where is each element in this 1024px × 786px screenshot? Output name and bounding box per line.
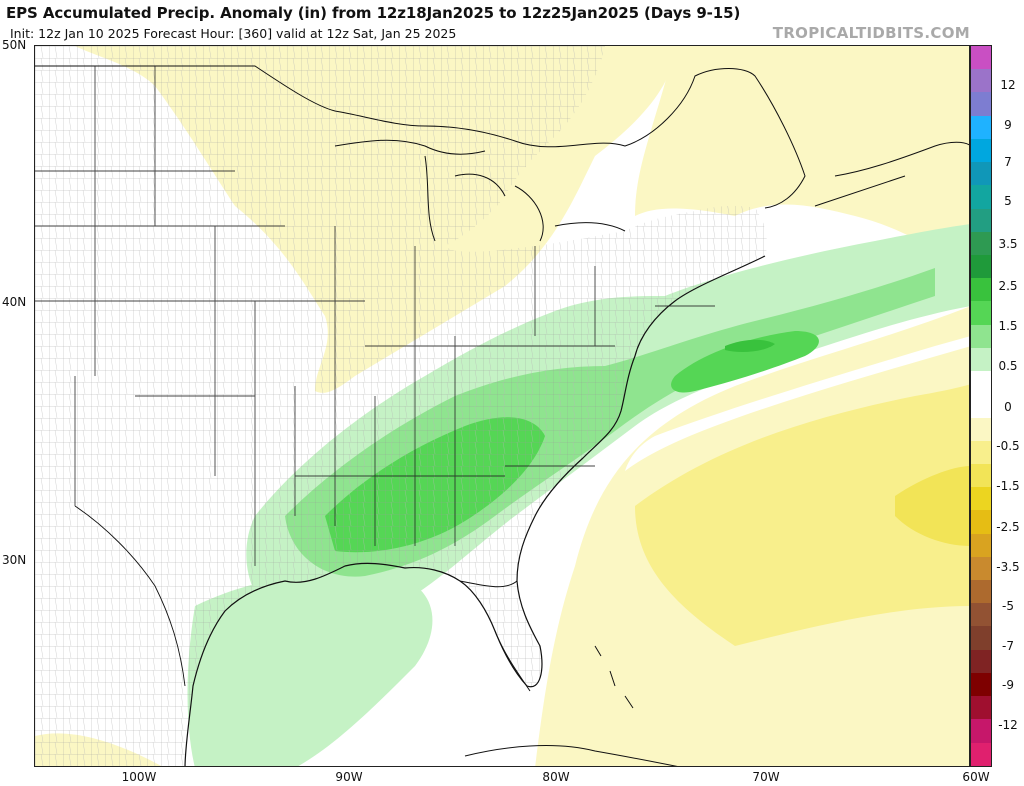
colorbar-segment [971, 347, 991, 372]
colorbar-segment [971, 672, 991, 697]
map-title: EPS Accumulated Precip. Anomaly (in) fro… [6, 4, 741, 22]
colorbar-segment [971, 440, 991, 464]
lat-label-30n: 30N [2, 553, 27, 567]
colorbar-segment [971, 254, 991, 279]
colorbar-segment [971, 510, 991, 534]
lat-label-50n: 50N [2, 38, 27, 52]
colorbar-label: 1.5 [998, 319, 1018, 333]
wet-anomaly-atlantic-peak [725, 339, 775, 352]
colorbar-segment [971, 649, 991, 673]
colorbar-segment [971, 231, 991, 255]
colorbar-label: -9 [1002, 678, 1014, 692]
colorbar-label: 2.5 [998, 279, 1018, 293]
colorbar-segment [971, 580, 991, 604]
dry-anomaly-atlantic-mid [635, 384, 969, 646]
map-subtitle: Init: 12z Jan 10 2025 Forecast Hour: [36… [10, 26, 457, 41]
colorbar-label: -12 [998, 718, 1018, 732]
florida-outline [459, 580, 531, 692]
bahamas-outline [594, 645, 634, 709]
great-lakes-outline [334, 139, 626, 242]
colorbar-segment [971, 69, 991, 93]
cuba-outline [464, 745, 678, 766]
lon-label-100w: 100W [121, 770, 157, 784]
colorbar [970, 45, 992, 767]
colorbar-segment [971, 417, 991, 441]
colorbar-segment [971, 208, 991, 232]
colorbar-segment [971, 278, 991, 302]
wet-anomaly-gulf [187, 572, 433, 766]
lon-label-80w: 80W [542, 770, 570, 784]
lon-label-60w: 60W [962, 770, 990, 784]
colorbar-label: -2.5 [996, 520, 1020, 534]
colorbar-segment [971, 185, 991, 209]
colorbar-label: 0.5 [998, 359, 1018, 373]
colorbar-segment [971, 46, 991, 70]
lat-label-40n: 40N [2, 295, 27, 309]
colorbar-label: 5 [1004, 194, 1012, 208]
colorbar-segment [971, 487, 991, 511]
colorbar-segment [971, 324, 991, 348]
dry-anomaly-canada-east [635, 46, 969, 275]
brand-watermark: TROPICALTIDBITS.COM [772, 24, 970, 42]
nova-scotia-outline [814, 141, 969, 207]
mexico-border [74, 505, 186, 687]
colorbar-segment [971, 463, 991, 488]
colorbar-label: -1.5 [996, 479, 1020, 493]
colorbar-label: 3.5 [998, 237, 1018, 251]
colorbar-label: 12 [1000, 78, 1016, 92]
dry-anomaly-atlantic-core [895, 466, 969, 546]
map-canvas [35, 46, 969, 766]
colorbar-segment [971, 603, 991, 627]
colorbar-segment [971, 742, 991, 766]
colorbar-segment [971, 162, 991, 186]
colorbar-segment [971, 394, 991, 418]
lon-label-90w: 90W [335, 770, 363, 784]
colorbar-segment [971, 626, 991, 650]
colorbar-segment [971, 371, 991, 395]
colorbar-segment [971, 92, 991, 116]
colorbar-label: -3.5 [996, 560, 1020, 574]
colorbar-segment [971, 301, 991, 325]
colorbar-segment [971, 556, 991, 581]
colorbar-label: 0 [1004, 400, 1012, 414]
colorbar-label: -5 [1002, 599, 1014, 613]
colorbar-label: 7 [1004, 155, 1012, 169]
canada-border [35, 65, 806, 209]
wet-anomaly-atlantic-core [671, 331, 819, 393]
colorbar-segment [971, 533, 991, 557]
colorbar-label: -7 [1002, 639, 1014, 653]
colorbar-labels: 12 9 7 5 3.5 2.5 1.5 0.5 0 -0.5 -1.5 -2.… [994, 45, 1024, 767]
colorbar-segment [971, 138, 991, 163]
state-borders [35, 66, 715, 566]
colorbar-segment [971, 719, 991, 743]
precip-anomaly-map [34, 45, 970, 767]
colorbar-label: -0.5 [996, 439, 1020, 453]
colorbar-segment [971, 115, 991, 139]
neutral-atlantic-gap [625, 336, 969, 471]
colorbar-segment [971, 696, 991, 720]
lon-label-70w: 70W [752, 770, 780, 784]
colorbar-label: 9 [1004, 118, 1012, 132]
